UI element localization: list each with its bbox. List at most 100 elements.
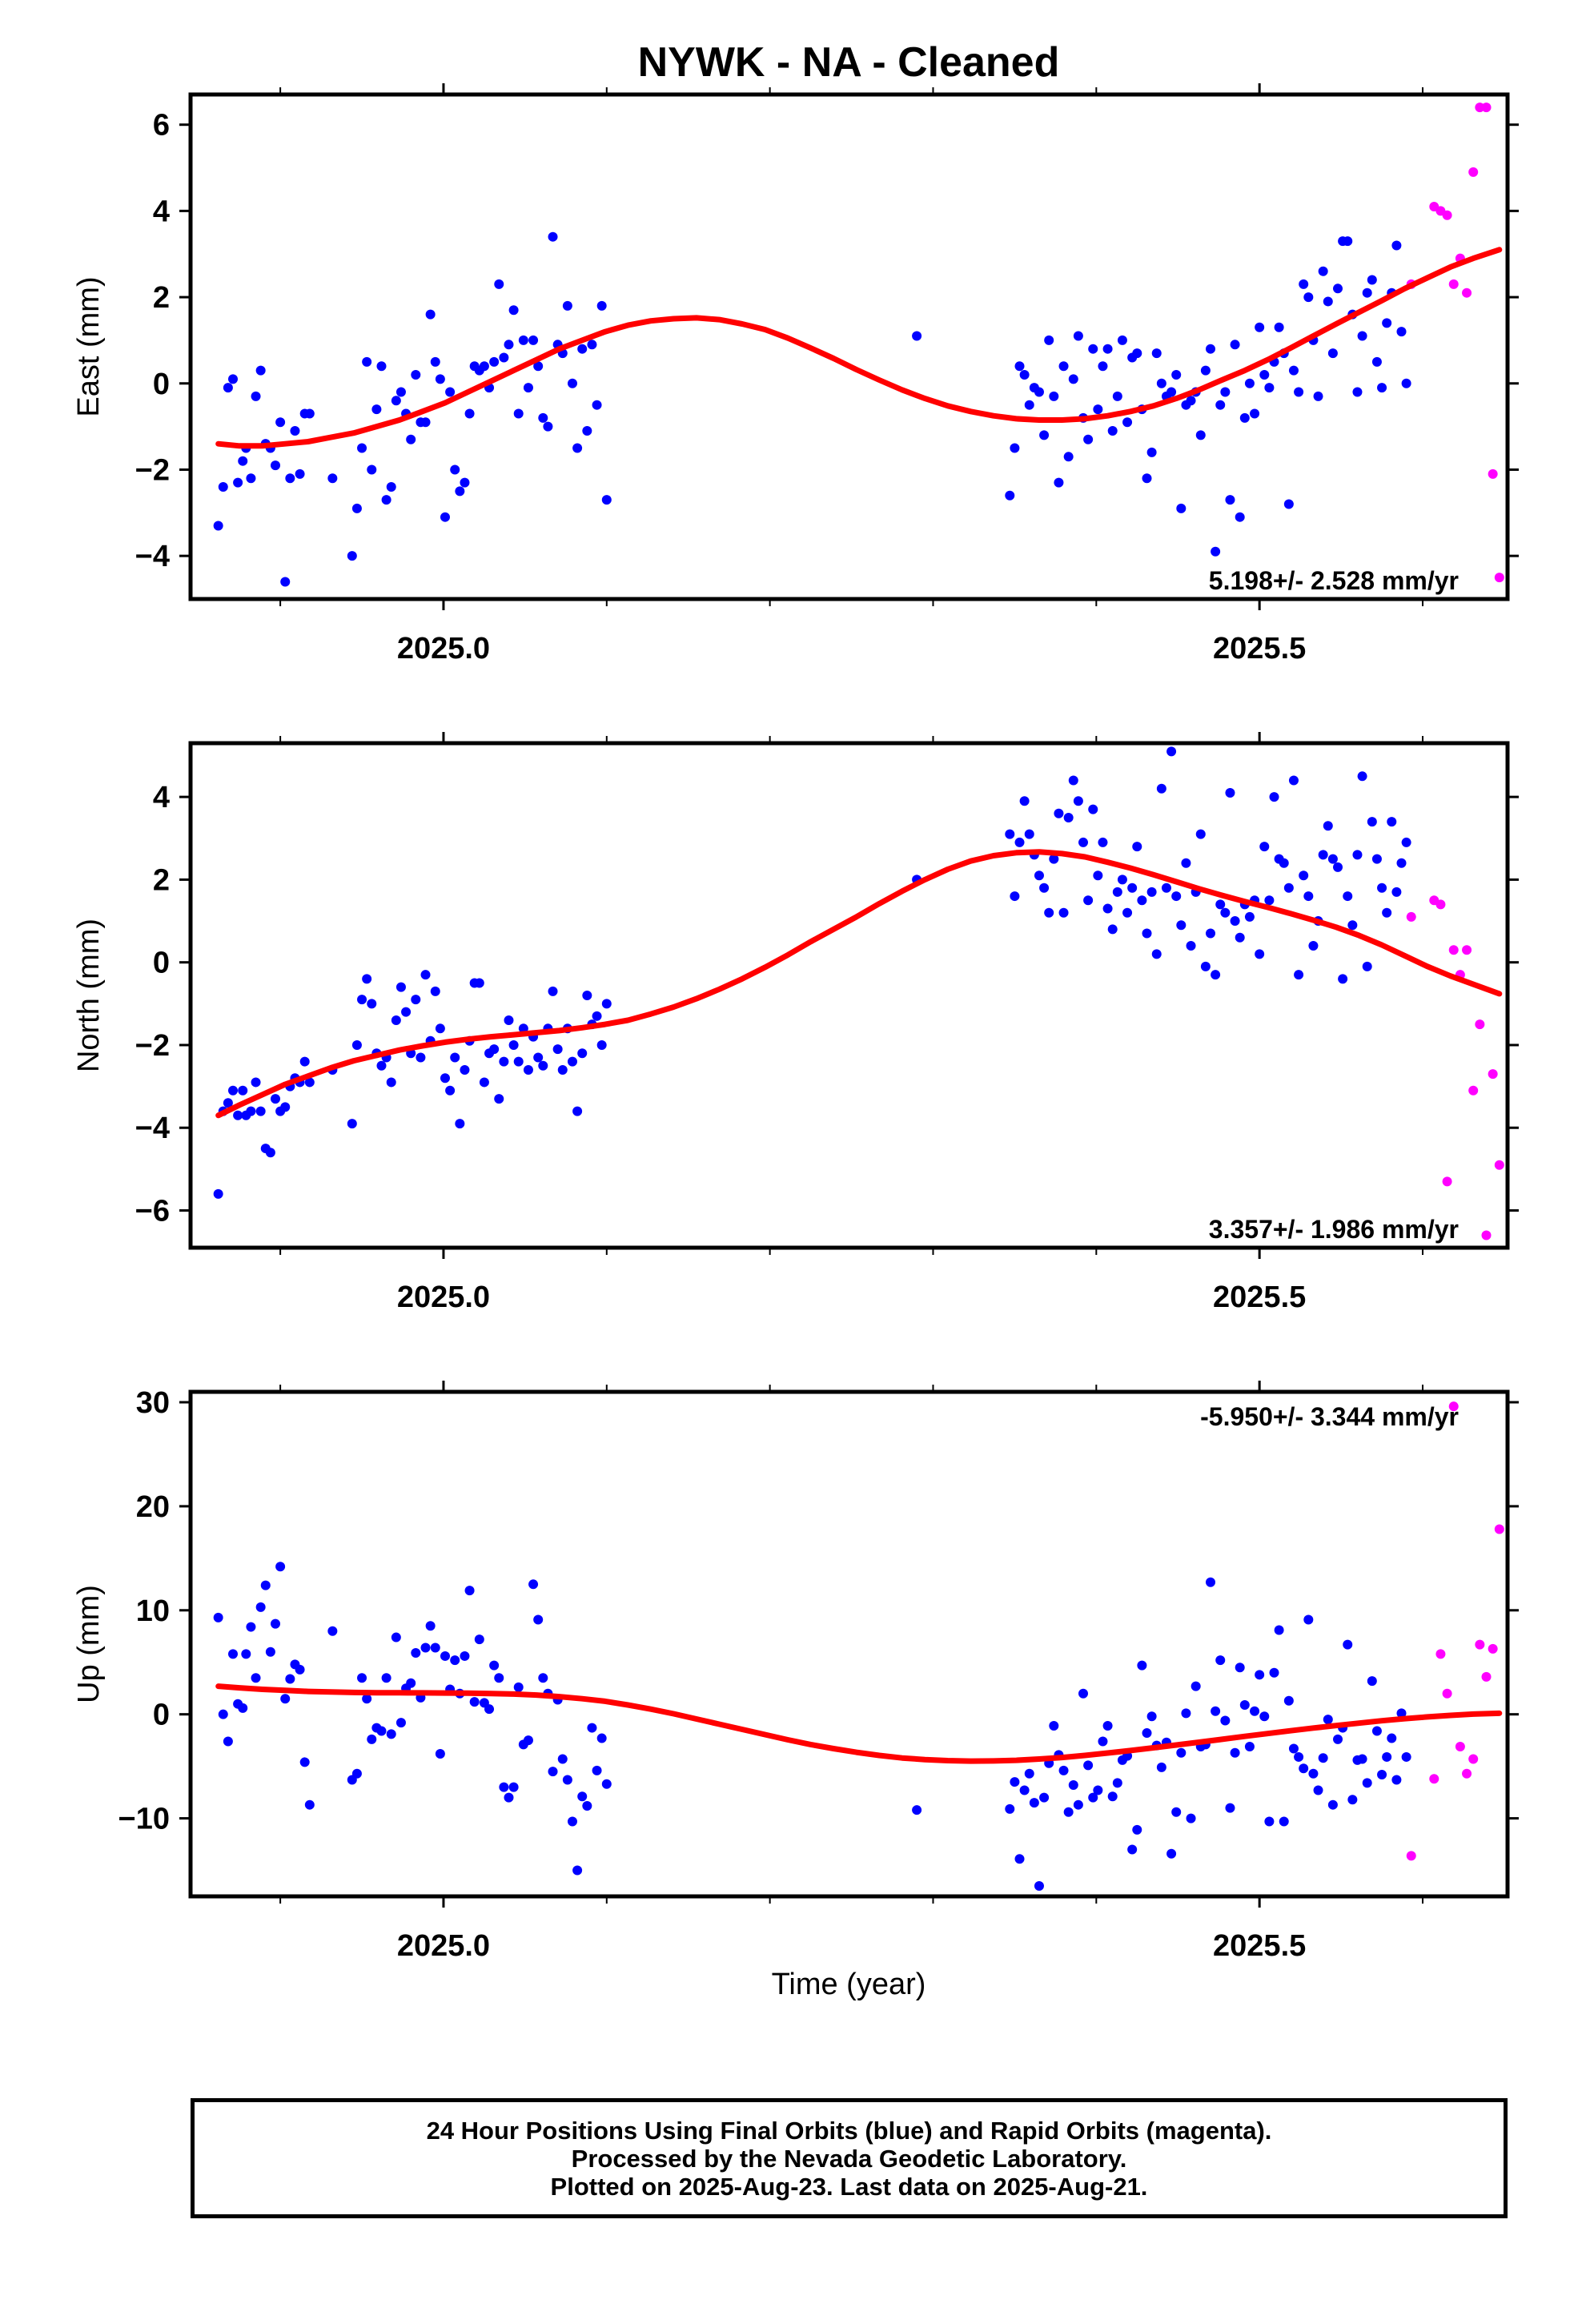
north-final-point <box>538 1060 548 1071</box>
east-final-point <box>1318 266 1328 276</box>
east-final-point <box>572 443 583 453</box>
north-final-point <box>1151 949 1162 959</box>
north-final-point <box>1288 775 1299 786</box>
north-final-point <box>1377 883 1387 893</box>
up-rapid-point <box>1468 1754 1479 1764</box>
caption-line-3: Plotted on 2025-Aug-23. Last data on 202… <box>550 2173 1148 2201</box>
north-final-point <box>1010 891 1020 902</box>
up-final-point <box>592 1765 602 1775</box>
up-final-point <box>1078 1688 1089 1699</box>
east-model-curve <box>215 247 1503 449</box>
north-final-point <box>1235 932 1245 943</box>
north-final-point <box>1299 870 1309 881</box>
east-final-point <box>1215 400 1226 410</box>
north-final-point <box>1269 792 1279 802</box>
east-final-point <box>455 486 465 497</box>
east-final-point <box>1244 378 1255 388</box>
east-final-point <box>1044 335 1054 345</box>
north-final-point <box>1357 771 1367 782</box>
north-final-point <box>1396 858 1407 868</box>
east-final-point <box>1102 344 1113 354</box>
north-final-point <box>494 1094 504 1104</box>
north-final-point <box>592 1011 602 1021</box>
up-final-point <box>548 1767 558 1777</box>
north-final-point <box>1107 924 1118 935</box>
up-final-point <box>1264 1816 1275 1827</box>
up-final-point <box>1239 1699 1250 1710</box>
up-final-point <box>513 1682 524 1692</box>
north-model-curve <box>215 849 1503 1119</box>
north-final-point <box>233 1110 243 1120</box>
north-final-point <box>420 970 431 980</box>
north-final-point <box>223 1098 233 1108</box>
north-final-point <box>1225 787 1235 798</box>
up-final-point <box>430 1642 440 1653</box>
up-final-point <box>1146 1711 1157 1722</box>
up-final-point <box>285 1674 295 1684</box>
east-final-point <box>1362 287 1372 298</box>
east-final-point <box>1132 348 1142 359</box>
east-final-point <box>1206 344 1216 354</box>
east-final-point <box>391 396 401 406</box>
east-final-point <box>504 340 514 350</box>
up-final-point <box>1347 1795 1358 1805</box>
north-final-point <box>1382 907 1392 918</box>
east-final-point <box>489 356 500 367</box>
north-y-axis-label: North (mm) <box>72 919 106 1072</box>
up-final-point <box>275 1562 286 1572</box>
east-final-point <box>562 300 572 311</box>
north-final-point <box>351 1039 362 1050</box>
north-final-point <box>533 1052 544 1063</box>
up-final-point <box>295 1664 305 1675</box>
up-final-point <box>1093 1785 1103 1795</box>
north-final-point <box>299 1056 310 1067</box>
north-rapid-point <box>1468 1085 1479 1096</box>
east-final-point <box>1014 361 1025 372</box>
north-final-point <box>246 1106 256 1116</box>
up-rapid-point <box>1435 1649 1446 1659</box>
up-final-point <box>1255 1670 1265 1680</box>
north-final-point <box>1352 850 1363 860</box>
east-plot-frame <box>188 92 1510 601</box>
up-final-point <box>1186 1813 1196 1823</box>
east-final-point <box>420 417 431 428</box>
north-final-point <box>513 1056 524 1067</box>
up-final-point <box>1299 1763 1309 1774</box>
east-final-point <box>582 426 592 436</box>
east-final-point <box>1093 404 1103 415</box>
east-final-point <box>1005 490 1015 501</box>
up-final-point <box>357 1673 367 1683</box>
north-final-point <box>479 1077 489 1088</box>
up-x-tick-label: 2025.0 <box>397 1929 490 1963</box>
east-final-point <box>255 365 266 376</box>
east-final-point <box>371 404 382 415</box>
north-final-point <box>1068 775 1078 786</box>
up-final-point <box>425 1621 436 1631</box>
north-final-point <box>1019 796 1030 806</box>
east-final-point <box>1166 387 1177 397</box>
east-y-tick-label: 2 <box>153 281 170 315</box>
east-final-point <box>1068 374 1078 384</box>
east-x-tick-label: 2025.0 <box>397 632 490 665</box>
east-final-point <box>376 361 387 372</box>
north-final-point <box>1156 783 1166 794</box>
east-final-point <box>518 335 528 345</box>
east-final-point <box>1333 283 1343 294</box>
east-final-point <box>1088 344 1098 354</box>
east-y-tick-label: 6 <box>153 109 170 143</box>
up-rapid-point <box>1481 1671 1492 1682</box>
north-final-point <box>455 1119 465 1129</box>
north-final-point <box>489 1044 500 1055</box>
east-final-point <box>1176 503 1186 513</box>
up-rapid-point <box>1475 1639 1485 1650</box>
north-final-point <box>386 1077 396 1088</box>
up-final-point <box>1327 1799 1338 1810</box>
east-final-point <box>238 456 248 466</box>
east-final-point <box>351 503 362 513</box>
up-final-point <box>265 1647 275 1657</box>
up-final-point <box>396 1718 406 1728</box>
up-panel: −10 0 10 20 30 2025.0 2025.5 Up (mm) -5.950+/- 3… <box>72 1381 1519 1963</box>
north-final-point <box>213 1188 223 1199</box>
north-final-point <box>1098 837 1108 847</box>
up-final-point <box>1367 1676 1377 1687</box>
